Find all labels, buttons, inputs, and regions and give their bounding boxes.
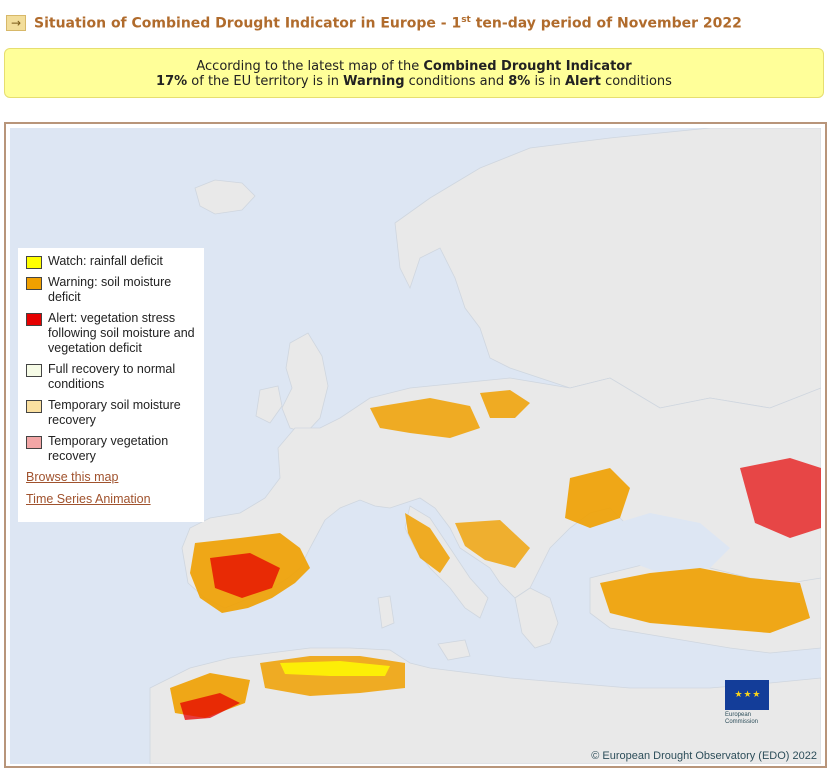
legend-item-watch: Watch: rainfall deficit [26,254,204,269]
legend-item-alert: Alert: vegetation stress following soil … [26,311,204,356]
legend-label-warning: Warning: soil moisture deficit [48,275,172,304]
central-europe-warning-area [370,398,480,438]
summary-line-1: According to the latest map of the Combi… [196,59,632,74]
summary-line-2: 17% of the EU territory is in Warning co… [156,74,672,89]
legend-label-alert: Alert: vegetation stress following soil … [48,311,195,355]
north-africa-alert-area [180,693,240,720]
page-header: → Situation of Combined Drought Indicato… [6,10,742,36]
iberia-alert-area [210,553,280,598]
page-title: Situation of Combined Drought Indicator … [34,14,742,32]
browse-map-link[interactable]: Browse this map [26,470,119,484]
iceland-landmass [194,179,256,215]
balkans-warning-area [455,520,530,568]
eu-logo-text: European Commission [725,712,759,725]
algeria-watch-area [280,661,390,676]
britain-landmass [281,332,329,434]
legend-swatch-warning [26,277,42,290]
sicily-landmass [437,639,471,661]
greece-landmass [514,587,559,649]
legend-item-vegetation-recovery: Temporary vegetation recovery [26,434,204,464]
legend-label-watch: Watch: rainfall deficit [48,254,163,268]
map-frame: Watch: rainfall deficit Warning: soil mo… [4,122,827,768]
legend-label-full-recovery: Full recovery to normal conditions [48,362,176,391]
legend-swatch-full-recovery [26,364,42,377]
legend-swatch-vegetation-recovery [26,436,42,449]
black-sea [600,513,730,573]
legend-swatch-alert [26,313,42,326]
map-credit: © European Drought Observatory (EDO) 202… [591,750,817,762]
baltic-warning-area [480,390,530,418]
legend-items: Watch: rainfall deficit Warning: soil mo… [18,248,204,464]
eu-flag-icon: ★ ★ ★ [725,680,769,710]
ukraine-warning-area [565,468,630,528]
sardinia-landmass [377,595,395,629]
legend-label-vegetation-recovery: Temporary vegetation recovery [48,434,169,463]
drought-map[interactable] [10,128,821,764]
ireland-landmass [255,385,283,424]
legend-label-soil-recovery: Temporary soil moisture recovery [48,398,181,427]
map-legend: Watch: rainfall deficit Warning: soil mo… [18,248,204,522]
legend-item-full-recovery: Full recovery to normal conditions [26,362,204,392]
map-graphic [149,128,821,764]
legend-swatch-soil-recovery [26,400,42,413]
scandinavia-landmass [394,128,821,409]
drought-summary-box: According to the latest map of the Combi… [4,48,824,98]
turkey-warning-area [600,568,810,633]
north-africa-landmass [149,647,821,764]
legend-swatch-watch [26,256,42,269]
legend-item-soil-recovery: Temporary soil moisture recovery [26,398,204,428]
continental-europe [181,377,821,609]
arrow-right-icon: → [6,15,26,31]
legend-item-warning: Warning: soil moisture deficit [26,275,204,305]
european-commission-logo: ★ ★ ★ European Commission [725,680,773,730]
turkey-alert-area [740,458,821,538]
italy-warning-area [405,513,450,573]
time-series-animation-link[interactable]: Time Series Animation [26,492,151,506]
